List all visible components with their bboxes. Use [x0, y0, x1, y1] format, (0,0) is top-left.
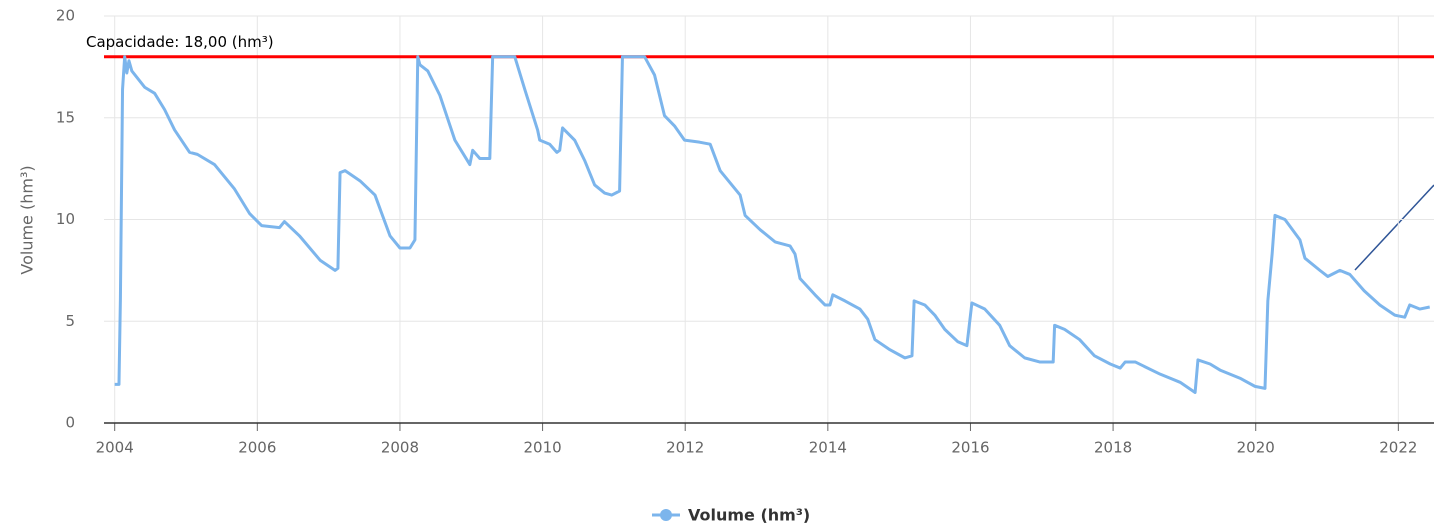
x-tick-label: 2010	[523, 439, 561, 457]
x-tick-label: 2020	[1237, 439, 1275, 457]
y-tick-label: 10	[56, 210, 75, 228]
x-tick-label: 2022	[1379, 439, 1417, 457]
y-tick-label: 0	[65, 414, 75, 432]
capacity-label: Capacidade: 18,00 (hm³)	[86, 33, 274, 51]
x-tick-label: 2016	[951, 439, 989, 457]
x-tick-label: 2008	[381, 439, 419, 457]
series-line	[114, 55, 1431, 394]
annotation-arrow	[1354, 184, 1434, 271]
y-axis-title: Volume (hm³)	[18, 165, 37, 274]
x-tick-label: 2012	[666, 439, 704, 457]
x-tick-label: 2006	[238, 439, 276, 457]
legend-symbol	[660, 509, 672, 521]
y-tick-label: 15	[56, 108, 75, 126]
legend-label: Volume (hm³)	[688, 506, 810, 525]
x-tick-label: 2018	[1094, 439, 1132, 457]
y-tick-label: 5	[65, 312, 75, 330]
y-tick-label: 20	[56, 7, 75, 25]
x-tick-label: 2004	[96, 439, 134, 457]
x-tick-label: 2014	[809, 439, 847, 457]
